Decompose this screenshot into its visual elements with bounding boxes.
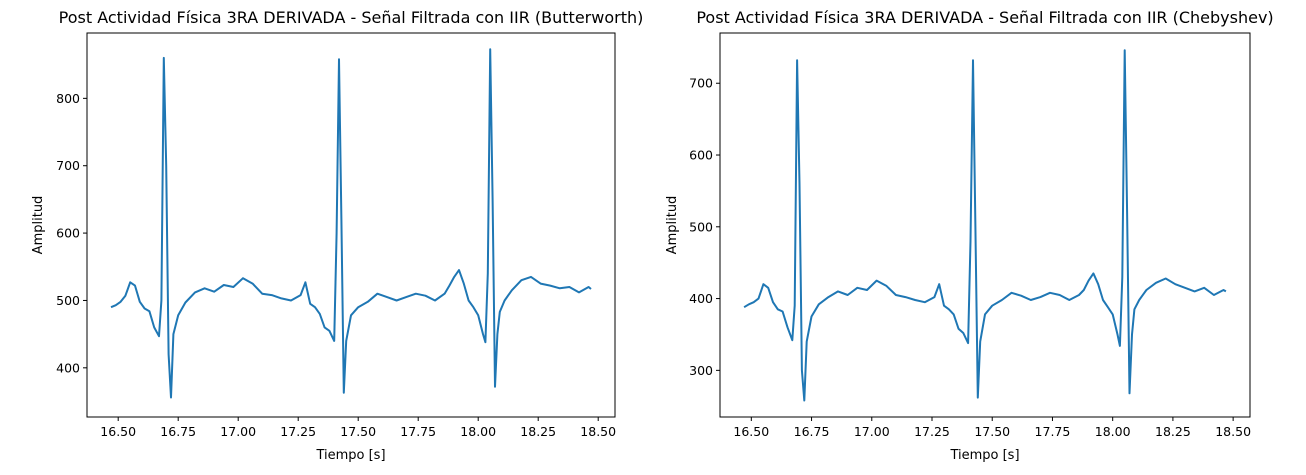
chart-chebyshev: Post Actividad Física 3RA DERIVADA - Señ… <box>665 8 1274 463</box>
x-tick-label: 16.75 <box>160 424 196 439</box>
x-tick-label: 17.75 <box>400 424 436 439</box>
y-tick-label: 600 <box>689 148 713 163</box>
y-tick-label: 500 <box>689 219 713 234</box>
plot-area <box>87 33 615 417</box>
x-tick-label: 17.25 <box>280 424 316 439</box>
x-tick-label: 18.25 <box>1155 424 1191 439</box>
y-tick-label: 500 <box>56 293 80 308</box>
x-axis: 16.50 16.75 17.00 17.25 17.50 17.75 18.00 18.25… <box>100 417 616 439</box>
chart-title: Post Actividad Física 3RA DERIVADA - Señ… <box>696 8 1273 27</box>
x-axis: 16.50 16.75 17.00 17.25 17.50 17.75 18.00 18.25… <box>733 417 1251 439</box>
x-tick-label: 16.75 <box>794 424 830 439</box>
x-axis-label: Tiempo [s] <box>949 448 1019 463</box>
x-tick-label: 17.00 <box>220 424 256 439</box>
y-tick-label: 400 <box>56 360 80 375</box>
x-tick-label: 16.50 <box>100 424 136 439</box>
plot-frame <box>719 32 1251 418</box>
x-tick-label: 18.50 <box>580 424 616 439</box>
y-axis-label: Amplitud <box>665 196 680 255</box>
y-tick-label: 700 <box>689 76 713 91</box>
x-tick-label: 17.50 <box>974 424 1010 439</box>
y-axis: 300 400 500 600 700 <box>689 76 720 378</box>
y-tick-label: 400 <box>689 291 713 306</box>
x-tick-label: 16.50 <box>733 424 769 439</box>
x-tick-label: 18.50 <box>1215 424 1251 439</box>
plot-area <box>720 33 1250 417</box>
x-axis-label: Tiempo [s] <box>315 448 385 463</box>
x-tick-label: 17.50 <box>340 424 376 439</box>
y-tick-label: 600 <box>56 226 80 241</box>
x-tick-label: 18.00 <box>460 424 496 439</box>
y-tick-label: 300 <box>689 363 713 378</box>
y-tick-label: 700 <box>56 158 80 173</box>
y-axis-label: Amplitud <box>31 196 46 255</box>
x-tick-label: 17.75 <box>1035 424 1071 439</box>
x-tick-label: 17.25 <box>914 424 950 439</box>
x-tick-label: 18.25 <box>520 424 556 439</box>
series-line <box>743 49 1227 402</box>
chart-title: Post Actividad Física 3RA DERIVADA - Señ… <box>59 8 644 27</box>
series-line <box>110 48 592 399</box>
plot-frame <box>86 32 616 418</box>
y-tick-label: 800 <box>56 91 80 106</box>
y-axis: 400 500 600 700 800 <box>56 91 87 375</box>
x-tick-label: 18.00 <box>1095 424 1131 439</box>
chart-butterworth: Post Actividad Física 3RA DERIVADA - Señ… <box>31 8 643 463</box>
x-tick-label: 17.00 <box>854 424 890 439</box>
